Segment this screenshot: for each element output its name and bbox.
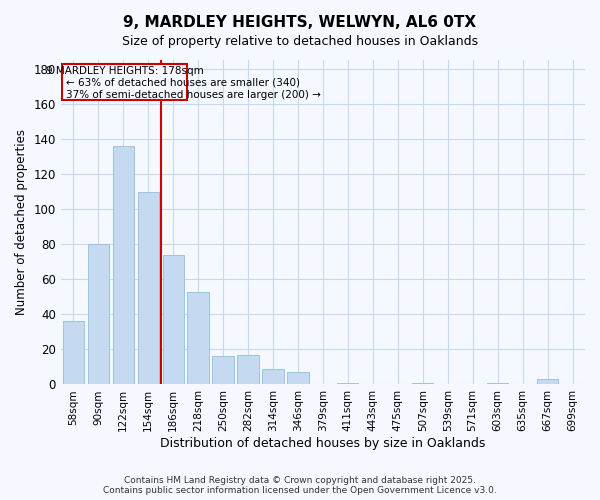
Bar <box>487 382 508 384</box>
FancyBboxPatch shape <box>62 64 187 100</box>
Text: Contains HM Land Registry data © Crown copyright and database right 2025.
Contai: Contains HM Land Registry data © Crown c… <box>103 476 497 495</box>
X-axis label: Distribution of detached houses by size in Oaklands: Distribution of detached houses by size … <box>160 437 485 450</box>
Bar <box>163 254 184 384</box>
Bar <box>88 244 109 384</box>
Bar <box>238 354 259 384</box>
Text: 9 MARDLEY HEIGHTS: 178sqm: 9 MARDLEY HEIGHTS: 178sqm <box>46 66 203 76</box>
Bar <box>187 292 209 384</box>
Bar <box>287 372 308 384</box>
Text: ← 63% of detached houses are smaller (340): ← 63% of detached houses are smaller (34… <box>66 78 300 88</box>
Bar <box>212 356 233 384</box>
Bar <box>262 368 284 384</box>
Bar <box>337 382 358 384</box>
Bar <box>62 322 84 384</box>
Bar <box>537 379 558 384</box>
Text: 9, MARDLEY HEIGHTS, WELWYN, AL6 0TX: 9, MARDLEY HEIGHTS, WELWYN, AL6 0TX <box>124 15 476 30</box>
Bar <box>113 146 134 384</box>
Y-axis label: Number of detached properties: Number of detached properties <box>15 129 28 315</box>
Text: Size of property relative to detached houses in Oaklands: Size of property relative to detached ho… <box>122 35 478 48</box>
Bar <box>412 382 433 384</box>
Bar <box>137 192 159 384</box>
Text: 37% of semi-detached houses are larger (200) →: 37% of semi-detached houses are larger (… <box>66 90 320 100</box>
